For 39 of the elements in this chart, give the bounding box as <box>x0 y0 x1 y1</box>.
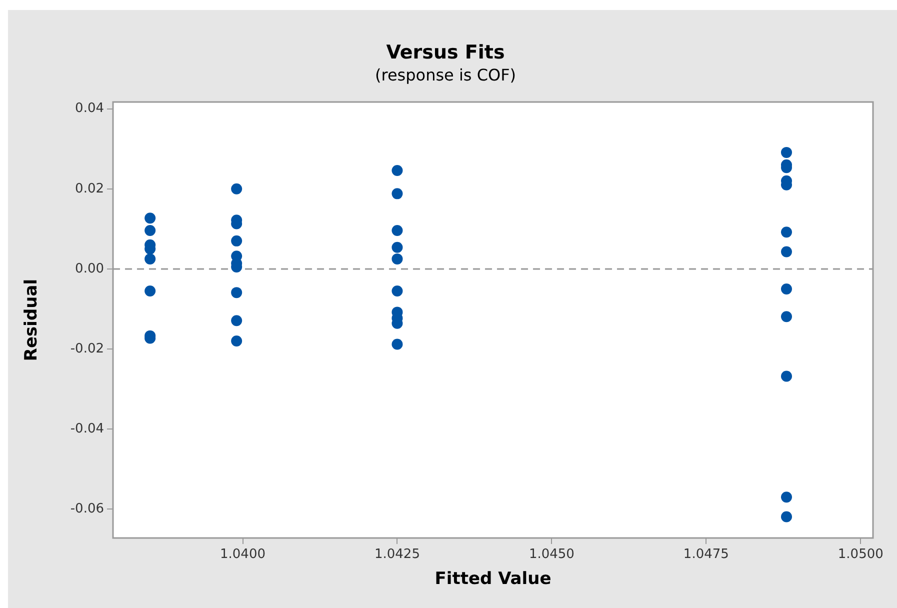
point <box>144 212 156 224</box>
y-tick-label: -0.02 <box>70 341 104 356</box>
chart-title: Versus Fits <box>386 41 505 64</box>
y-tick-label: -0.04 <box>70 421 104 436</box>
y-tick-label: 0.00 <box>75 261 104 276</box>
point <box>231 235 242 246</box>
point <box>392 242 403 253</box>
point <box>231 336 242 347</box>
point <box>231 287 242 298</box>
point <box>144 253 156 264</box>
point <box>780 492 792 503</box>
point <box>231 183 242 194</box>
point <box>780 146 792 158</box>
y-axis-title: Residual <box>22 278 42 362</box>
point <box>231 315 242 326</box>
x-tick-label: 1.0500 <box>838 547 884 562</box>
chart-subtitle: (response is COF) <box>374 66 516 85</box>
point <box>144 225 156 236</box>
point <box>392 225 403 236</box>
point <box>780 511 792 522</box>
point <box>780 311 792 322</box>
point <box>780 283 792 294</box>
point <box>780 370 792 382</box>
point <box>392 285 403 296</box>
y-tick-label: 0.04 <box>75 101 104 116</box>
x-tick-label: 1.0475 <box>683 547 729 562</box>
x-tick-label: 1.0425 <box>374 547 420 562</box>
x-tick-label: 1.0400 <box>220 547 266 562</box>
point <box>144 285 156 296</box>
x-tick-label: 1.0450 <box>528 547 574 562</box>
point <box>392 188 403 200</box>
point <box>780 226 792 238</box>
point <box>780 246 792 258</box>
y-tick-label: 0.02 <box>75 181 104 196</box>
point <box>392 338 403 350</box>
point <box>392 253 403 264</box>
point <box>392 164 403 176</box>
x-axis-title: Fitted Value <box>434 569 552 590</box>
y-tick-label: -0.06 <box>70 502 104 517</box>
